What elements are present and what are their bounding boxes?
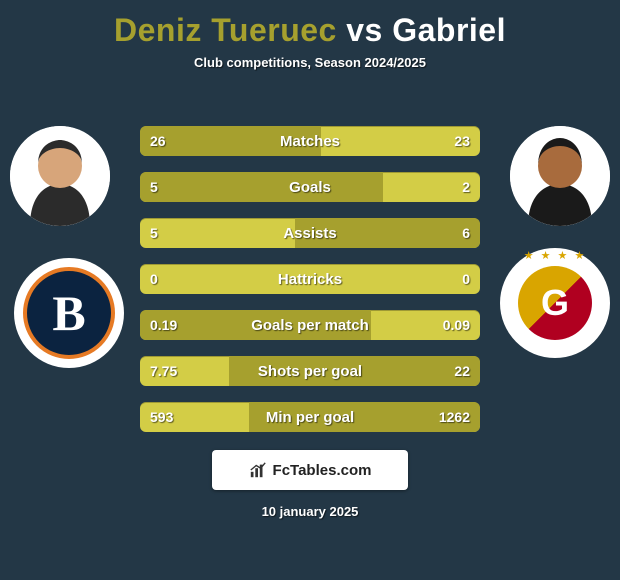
stat-bar: 52Goals	[140, 172, 480, 202]
club1-logo: B	[14, 258, 124, 368]
stat-value-right: 0.09	[433, 310, 480, 340]
stat-value-left: 593	[140, 402, 183, 432]
player1-avatar	[10, 126, 110, 226]
subtitle: Club competitions, Season 2024/2025	[0, 55, 620, 70]
bar-fill-left	[140, 310, 371, 340]
stat-value-right: 0	[452, 264, 480, 294]
stat-label: Hattricks	[140, 264, 480, 294]
club2-letter: G	[518, 266, 592, 340]
stat-bar: 0.190.09Goals per match	[140, 310, 480, 340]
stat-bar: 2623Matches	[140, 126, 480, 156]
bar-fill-right	[249, 402, 480, 432]
stat-bar: 5931262Min per goal	[140, 402, 480, 432]
bar-fill-left	[140, 126, 321, 156]
stat-bar: 7.7522Shots per goal	[140, 356, 480, 386]
stat-value-right: 23	[444, 126, 480, 156]
stat-value-left: 5	[140, 218, 168, 248]
player2-avatar	[510, 126, 610, 226]
stat-value-left: 0	[140, 264, 168, 294]
date-text: 10 january 2025	[0, 504, 620, 519]
title-vs: vs	[346, 12, 383, 48]
chart-icon	[249, 461, 267, 479]
bar-fill-right	[229, 356, 480, 386]
stat-value-right: 2	[452, 172, 480, 202]
club2-stars: ★ ★ ★ ★	[515, 249, 595, 262]
stats-bars: 2623Matches 52Goals 56Assists 0 0Hattricks 0.…	[140, 126, 480, 448]
brand-text: FcTables.com	[273, 462, 372, 479]
bar-fill-left	[140, 172, 383, 202]
page-title: Deniz Tueruec vs Gabriel	[0, 0, 620, 49]
bar-fill-right	[295, 218, 480, 248]
club2-logo: ★ ★ ★ ★ G	[500, 248, 610, 358]
stat-bar: 0 0Hattricks	[140, 264, 480, 294]
stat-bar: 56Assists	[140, 218, 480, 248]
brand-card: FcTables.com	[212, 450, 408, 490]
club1-letter: B	[23, 267, 115, 359]
stat-value-left: 7.75	[140, 356, 187, 386]
title-player1: Deniz Tueruec	[114, 12, 337, 48]
title-player2: Gabriel	[392, 12, 506, 48]
